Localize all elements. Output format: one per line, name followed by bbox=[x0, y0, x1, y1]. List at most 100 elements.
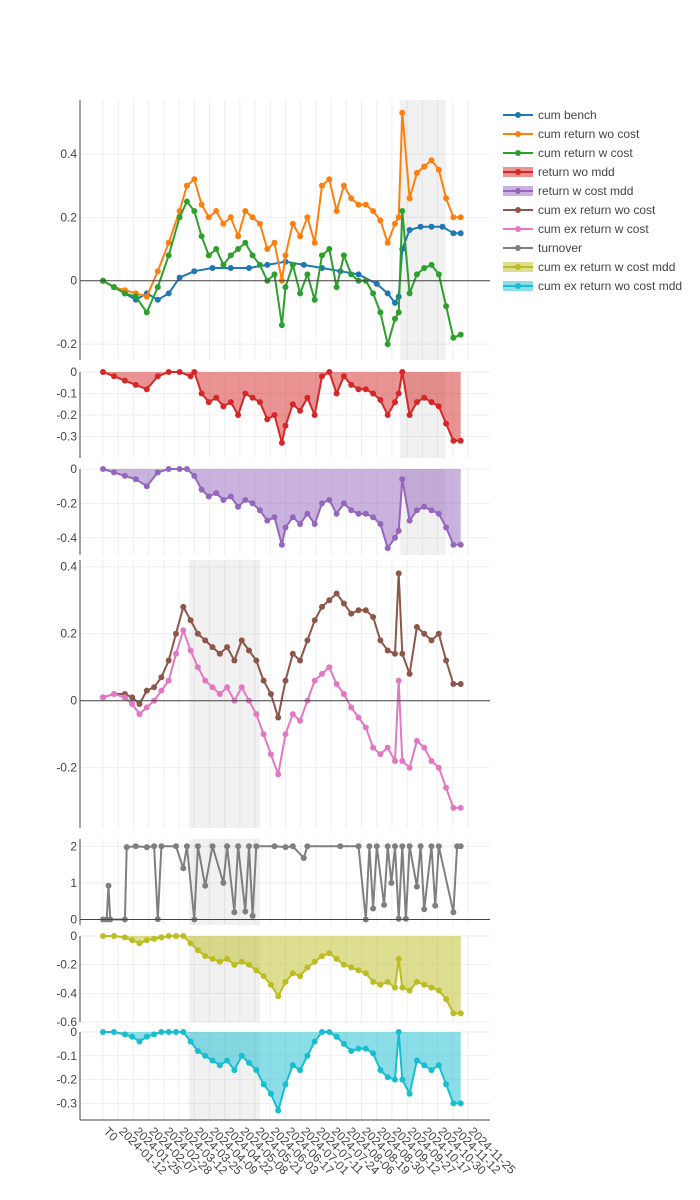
data-point bbox=[111, 1029, 117, 1035]
legend-item-return-wo-mdd[interactable]: return wo mdd bbox=[503, 165, 615, 179]
legend[interactable]: cum bench cum return wo cost cum return w … bbox=[503, 108, 682, 293]
data-point bbox=[399, 369, 406, 375]
data-point bbox=[282, 731, 289, 738]
data-point bbox=[326, 497, 333, 503]
data-point bbox=[381, 901, 388, 908]
data-point bbox=[220, 261, 227, 268]
data-point bbox=[121, 1031, 128, 1038]
data-point bbox=[191, 268, 198, 275]
data-point bbox=[289, 220, 296, 227]
axes-layer: -0.2 0 0.2 0.4 0 -0.1 -0.2 -0.3 0 -0.2 -0.4 -0.2 0 0.… bbox=[56, 100, 490, 1121]
data-point bbox=[443, 1081, 450, 1088]
data-point bbox=[355, 510, 362, 517]
data-point bbox=[457, 1100, 464, 1107]
data-point bbox=[235, 412, 242, 418]
legend-swatch-marker bbox=[515, 207, 521, 213]
data-point bbox=[399, 476, 406, 483]
y-tick-label: -0.2 bbox=[56, 337, 77, 351]
data-point bbox=[304, 214, 311, 221]
data-point bbox=[165, 466, 172, 472]
legend-swatch-marker bbox=[515, 131, 521, 137]
data-point bbox=[183, 182, 190, 189]
data-point bbox=[282, 844, 289, 851]
legend-item-cum-ex-return-wo-cost-mdd[interactable]: cum ex return wo cost mdd bbox=[503, 279, 682, 293]
legend-item-cum-ex-return-wo-cost[interactable]: cum ex return wo cost bbox=[503, 203, 656, 217]
data-point bbox=[297, 657, 304, 664]
data-point bbox=[231, 1067, 238, 1074]
data-point bbox=[275, 714, 282, 721]
data-point bbox=[235, 843, 242, 850]
data-point bbox=[326, 950, 333, 957]
data-point bbox=[443, 303, 450, 310]
data-point bbox=[417, 223, 424, 230]
data-point bbox=[319, 252, 325, 259]
data-point bbox=[209, 684, 216, 691]
data-point bbox=[355, 714, 362, 721]
legend-item-turnover[interactable]: turnover bbox=[503, 241, 582, 255]
data-point bbox=[319, 670, 325, 677]
legend-item-cum-ex-return-w-cost-mdd[interactable]: cum ex return w cost mdd bbox=[503, 260, 675, 274]
data-point bbox=[450, 214, 457, 221]
data-point bbox=[392, 299, 398, 306]
data-point bbox=[413, 399, 420, 406]
data-point bbox=[238, 684, 245, 691]
legend-item-cum-bench[interactable]: cum bench bbox=[503, 108, 597, 122]
data-point bbox=[173, 630, 179, 637]
data-point bbox=[395, 915, 402, 922]
data-point bbox=[205, 399, 212, 406]
data-point bbox=[377, 396, 384, 403]
data-point bbox=[264, 416, 271, 423]
legend-item-cum-ex-return-w-cost[interactable]: cum ex return w cost bbox=[503, 222, 649, 236]
data-point bbox=[289, 711, 296, 718]
data-point bbox=[421, 981, 428, 988]
data-point bbox=[158, 687, 165, 694]
data-point bbox=[187, 647, 194, 654]
data-point bbox=[227, 399, 234, 406]
data-point bbox=[209, 955, 216, 962]
y-tick-label: -0.6 bbox=[56, 1015, 77, 1029]
data-point bbox=[180, 865, 187, 872]
data-point bbox=[355, 271, 362, 278]
legend-item-cum-return-wo-cost[interactable]: cum return wo cost bbox=[503, 127, 640, 141]
data-point bbox=[176, 274, 183, 281]
legend-item-cum-return-w-cost[interactable]: cum return w cost bbox=[503, 146, 633, 160]
data-point bbox=[224, 644, 231, 651]
data-point bbox=[370, 905, 377, 912]
data-point bbox=[105, 882, 112, 889]
data-point bbox=[242, 239, 249, 246]
data-point bbox=[421, 394, 428, 401]
data-point bbox=[370, 390, 377, 397]
y-tick-label: 0 bbox=[70, 462, 77, 476]
data-point bbox=[362, 970, 369, 977]
data-point bbox=[384, 647, 391, 654]
data-point bbox=[362, 724, 369, 731]
legend-item-return-w-cost-mdd[interactable]: return w cost mdd bbox=[503, 184, 633, 198]
y-tick-label: 0 bbox=[70, 913, 77, 927]
data-point bbox=[428, 157, 435, 164]
data-point bbox=[392, 758, 398, 764]
data-point bbox=[220, 497, 227, 503]
data-point bbox=[132, 843, 139, 850]
data-point bbox=[275, 771, 282, 778]
data-point bbox=[278, 322, 285, 329]
data-point bbox=[370, 514, 377, 521]
data-point bbox=[304, 964, 311, 971]
legend-label: cum ex return w cost mdd bbox=[538, 260, 675, 274]
data-point bbox=[450, 1100, 457, 1107]
data-point bbox=[194, 947, 201, 954]
data-point bbox=[154, 268, 161, 275]
data-point bbox=[348, 381, 355, 388]
data-point bbox=[395, 570, 402, 577]
data-point bbox=[373, 843, 380, 850]
data-point bbox=[311, 521, 318, 527]
legend-label: return wo mdd bbox=[538, 165, 615, 179]
data-point bbox=[435, 510, 442, 517]
y-tick-label: 0 bbox=[70, 694, 77, 708]
data-point bbox=[235, 503, 242, 510]
data-point bbox=[348, 704, 355, 711]
data-point bbox=[289, 970, 296, 977]
data-point bbox=[348, 271, 355, 278]
data-point bbox=[242, 390, 249, 397]
data-point bbox=[340, 961, 347, 968]
data-point bbox=[289, 261, 296, 268]
